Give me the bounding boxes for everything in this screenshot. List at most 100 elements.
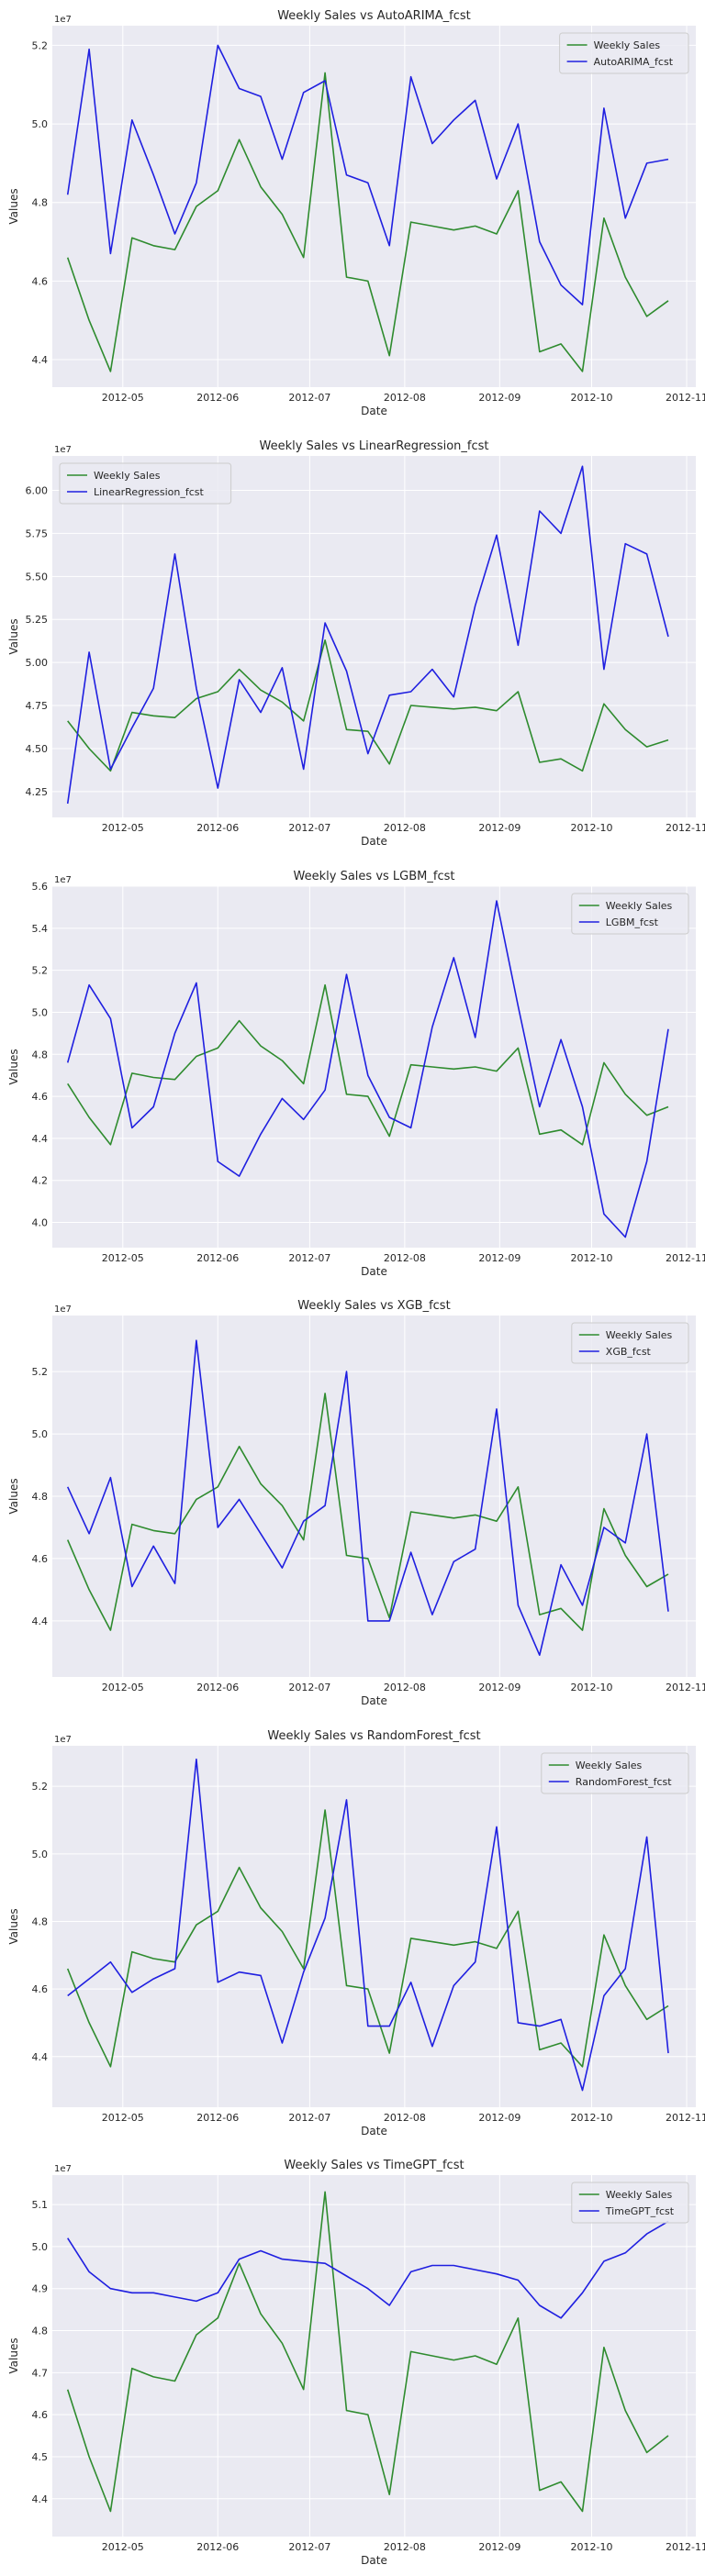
y-tick-label: 4.8 (32, 1049, 49, 1060)
y-tick-label: 4.7 (32, 2367, 49, 2379)
x-tick-label: 2012-09 (478, 822, 520, 834)
y-tick-label: 4.6 (32, 2409, 49, 2421)
x-axis-label: Date (361, 2554, 387, 2567)
y-tick-label: 5.2 (32, 965, 49, 977)
x-axis-label: Date (361, 2125, 387, 2137)
series-line-weekly-sales (66, 2191, 669, 2513)
legend: Weekly Sales TimeGPT_fcst (571, 2182, 689, 2224)
y-tick-label: 4.9 (32, 2283, 49, 2295)
chart-panel-6: Weekly Sales vs TimeGPT_fcst 4.4 4.5 4.6 4.7… (7, 2159, 705, 2567)
legend-entry: Weekly Sales (94, 470, 161, 482)
plot-area (52, 26, 696, 387)
x-tick-label: 2012-09 (478, 1252, 520, 1264)
y-tick-label: 4.75 (26, 700, 49, 712)
y-tick-label: 4.4 (32, 1133, 49, 1145)
legend-entry: TimeGPT_fcst (605, 2205, 675, 2217)
x-tick-label: 2012-11 (666, 1252, 705, 1264)
x-tick-label: 2012-11 (666, 1682, 705, 1693)
x-tick-label: 2012-10 (571, 2541, 613, 2553)
x-tick-label: 2012-10 (571, 1252, 613, 1264)
chart-title: Weekly Sales vs XGB_fcst (297, 1299, 450, 1313)
y-tick-label: 4.6 (32, 1983, 49, 1995)
y-tick-label: 4.4 (32, 2493, 49, 2505)
x-tick-label: 2012-09 (478, 392, 520, 404)
x-tick-label: 2012-06 (196, 822, 239, 834)
y-tick-label: 4.4 (32, 1616, 49, 1627)
y-offset-label: 1e7 (54, 1305, 72, 1315)
legend: Weekly Sales RandomForest_fcst (541, 1752, 689, 1794)
x-tick-label: 2012-09 (478, 2112, 520, 2124)
x-tick-label: 2012-06 (196, 2541, 239, 2553)
x-tick-label: 2012-11 (666, 2541, 705, 2553)
plot-area (52, 886, 696, 1248)
series-line-forecast (66, 44, 669, 305)
chart-panel-1: Weekly Sales vs AutoARIMA_fcst 4.4 4.6 4.8 5… (7, 9, 705, 417)
y-axis-label: Values (7, 1908, 20, 1944)
y-tick-label: 5.1 (32, 2199, 49, 2211)
x-tick-label: 2012-05 (102, 2541, 144, 2553)
y-tick-label: 4.6 (32, 1553, 49, 1565)
x-tick-label: 2012-07 (288, 1682, 330, 1693)
series-line-weekly-sales (67, 983, 669, 1146)
chart-panel-2: Weekly Sales vs LinearRegression_fcst 4.2… (7, 439, 705, 848)
series-line-weekly-sales (66, 1393, 669, 1631)
y-tick-label: 5.2 (32, 1366, 49, 1378)
x-tick-label: 2012-07 (288, 2112, 330, 2124)
y-axis-label: Values (7, 2337, 20, 2373)
legend-box (541, 1752, 689, 1794)
x-tick-label: 2012-08 (384, 1682, 426, 1693)
legend-box (559, 32, 689, 74)
legend-entry: Weekly Sales (576, 1760, 643, 1771)
chart-title: Weekly Sales vs AutoARIMA_fcst (277, 9, 471, 23)
y-tick-label: 4.5 (32, 2451, 49, 2463)
x-tick-label: 2012-06 (196, 2112, 239, 2124)
chart-panel-3: Weekly Sales vs LGBM_fcst 4.0 4.2 4.4 4.6 4.8… (7, 870, 705, 1278)
legend-entry: AutoARIMA_fcst (594, 56, 674, 68)
y-tick-label: 4.8 (32, 2326, 49, 2337)
chart-panel-4: Weekly Sales vs XGB_fcst 4.4 4.6 4.8 5.0 5.2 2… (7, 1299, 705, 1707)
y-tick-label: 5.0 (32, 1428, 49, 1440)
series-line-weekly-sales (66, 72, 669, 372)
x-tick-label: 2012-06 (196, 1682, 239, 1693)
y-tick-label: 5.0 (32, 118, 49, 130)
x-tick-label: 2012-08 (384, 822, 426, 834)
x-tick-label: 2012-05 (102, 1252, 144, 1264)
x-tick-label: 2012-10 (571, 822, 613, 834)
x-tick-label: 2012-08 (384, 2541, 426, 2553)
y-tick-label: 5.0 (32, 2241, 49, 2253)
legend-entry: Weekly Sales (594, 39, 661, 51)
y-tick-label: 4.50 (26, 743, 49, 755)
legend-box (571, 1322, 689, 1364)
legend: Weekly Sales LinearRegression_fcst (59, 462, 232, 505)
y-offset-label: 1e7 (54, 2164, 72, 2174)
y-axis-label: Values (7, 1049, 20, 1084)
x-tick-label: 2012-11 (666, 392, 705, 404)
legend-entry: LGBM_fcst (606, 916, 659, 928)
legend-box (571, 2182, 689, 2224)
x-tick-label: 2012-11 (666, 2112, 705, 2124)
y-tick-label: 4.2 (32, 1175, 49, 1187)
plot-area (52, 2175, 696, 2537)
x-tick-label: 2012-07 (288, 1252, 330, 1264)
chart-title: Weekly Sales vs LinearRegression_fcst (260, 439, 489, 453)
y-tick-label: 5.6 (32, 881, 49, 893)
y-axis-label: Values (7, 188, 20, 224)
legend: Weekly Sales AutoARIMA_fcst (559, 32, 689, 74)
chart-panel-5: Weekly Sales vs RandomForest_fcst 4.4 4.6 4… (7, 1729, 705, 2137)
series-line-forecast (66, 1339, 669, 1656)
x-tick-label: 2012-07 (288, 2541, 330, 2553)
y-tick-label: 5.0 (32, 1849, 49, 1860)
x-tick-label: 2012-07 (288, 392, 330, 404)
y-tick-label: 5.75 (26, 527, 49, 539)
x-tick-label: 2012-06 (196, 392, 239, 404)
y-tick-label: 4.0 (32, 1217, 49, 1229)
y-tick-label: 4.4 (32, 2051, 49, 2063)
y-tick-label: 4.8 (32, 197, 49, 209)
x-tick-label: 2012-11 (666, 822, 705, 834)
series-line-forecast (66, 900, 669, 1238)
y-tick-label: 5.2 (32, 1781, 49, 1793)
legend-entry: Weekly Sales (606, 2189, 673, 2201)
legend-entry: RandomForest_fcst (576, 1776, 672, 1788)
y-offset-label: 1e7 (54, 875, 72, 885)
x-axis-label: Date (361, 1265, 387, 1278)
